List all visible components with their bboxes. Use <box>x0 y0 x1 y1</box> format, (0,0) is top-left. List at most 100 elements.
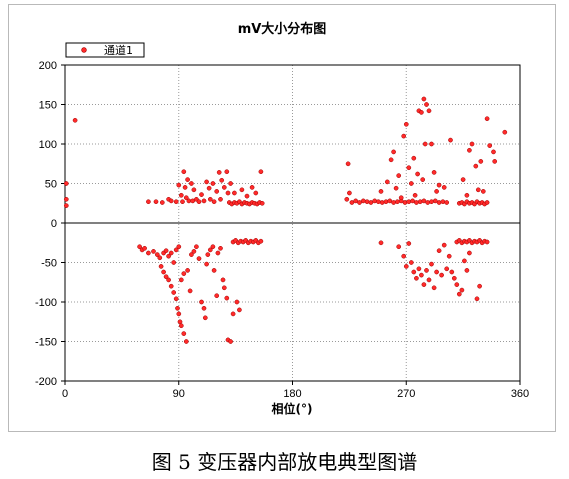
data-point <box>214 189 220 194</box>
data-point <box>406 241 412 246</box>
data-point <box>224 295 230 301</box>
data-point <box>171 260 177 265</box>
data-point <box>464 268 470 273</box>
data-point <box>137 244 142 250</box>
data-point <box>444 200 450 205</box>
data-point <box>467 250 472 256</box>
data-point <box>421 282 427 287</box>
data-point <box>492 159 498 164</box>
data-point <box>403 264 409 269</box>
data-point <box>185 177 190 182</box>
data-point <box>183 195 189 201</box>
data-point <box>189 181 194 186</box>
data-point <box>249 185 255 190</box>
data-point <box>422 141 428 147</box>
data-point <box>408 181 414 186</box>
data-point <box>181 271 187 276</box>
x-tick-label: 360 <box>511 388 529 400</box>
data-point <box>416 266 422 272</box>
data-point <box>402 200 408 205</box>
data-point <box>72 117 78 123</box>
data-point <box>225 190 231 196</box>
x-tick-label: 270 <box>397 388 415 400</box>
y-tick-label: 50 <box>45 179 57 191</box>
data-point <box>395 199 400 205</box>
data-point <box>376 199 381 205</box>
data-point <box>258 238 264 244</box>
data-point <box>459 287 465 293</box>
data-point <box>475 187 481 193</box>
data-point <box>230 311 236 317</box>
data-point <box>436 248 442 254</box>
data-point <box>166 277 171 283</box>
data-point <box>177 319 183 325</box>
scatter-chart: mV大小分布图 0 90 180 270 360 200 150 100 50 0 -50 -100 -… <box>35 21 529 416</box>
data-point <box>163 274 169 280</box>
data-point <box>183 339 189 344</box>
data-point <box>221 185 227 190</box>
data-point <box>206 185 212 191</box>
y-tick-label: -150 <box>35 337 57 349</box>
data-point <box>173 296 179 302</box>
data-point <box>163 248 169 254</box>
data-point <box>477 283 482 289</box>
data-point <box>259 200 265 206</box>
data-point <box>185 268 190 273</box>
data-point <box>360 198 366 204</box>
data-point <box>168 250 174 256</box>
legend-marker <box>81 47 87 53</box>
data-point <box>178 192 184 198</box>
data-point <box>454 282 460 287</box>
data-point <box>444 266 450 272</box>
data-point <box>151 249 156 254</box>
tick-labels: 0 90 180 270 360 200 150 100 50 0 -50 -100 -150 -200 <box>35 60 529 400</box>
data-point <box>173 199 179 205</box>
data-point <box>429 141 434 147</box>
data-point <box>419 110 424 115</box>
data-point <box>154 252 160 257</box>
data-point <box>419 272 424 278</box>
y-tick-label: 150 <box>39 100 57 112</box>
y-tick-label: -200 <box>35 376 57 388</box>
data-point <box>426 108 432 114</box>
data-point <box>401 253 407 259</box>
data-point <box>434 189 439 194</box>
data-point <box>181 169 187 175</box>
data-point <box>464 192 470 198</box>
data-point <box>173 247 179 253</box>
y-tick-label: 0 <box>51 218 57 230</box>
data-point <box>224 169 230 175</box>
data-point <box>204 179 209 185</box>
data-point <box>414 275 419 281</box>
data-point <box>408 260 414 265</box>
data-point <box>207 196 213 202</box>
data-point <box>484 116 490 122</box>
data-point <box>63 203 69 208</box>
data-point <box>191 249 197 254</box>
data-point <box>201 198 207 204</box>
data-point <box>364 199 370 205</box>
data-point <box>210 181 216 186</box>
data-point <box>228 339 233 344</box>
data-point <box>388 157 394 163</box>
data-point <box>166 253 171 259</box>
data-point <box>484 200 490 205</box>
data-point <box>178 323 184 329</box>
data-point <box>158 264 164 269</box>
data-point <box>449 269 455 275</box>
data-point <box>221 285 227 291</box>
data-point <box>412 192 418 198</box>
data-point <box>182 185 188 190</box>
data-point <box>63 181 69 186</box>
data-point <box>207 247 213 253</box>
data-point <box>347 190 352 196</box>
data-point <box>237 307 242 313</box>
chart-title: mV大小分布图 <box>238 21 327 37</box>
data-point <box>398 195 404 201</box>
data-point <box>211 268 217 273</box>
data-point <box>215 250 221 256</box>
data-point <box>176 311 182 317</box>
data-point <box>168 283 174 289</box>
data-point <box>393 185 399 191</box>
legend-label-channel1: 通道1 <box>104 43 133 57</box>
